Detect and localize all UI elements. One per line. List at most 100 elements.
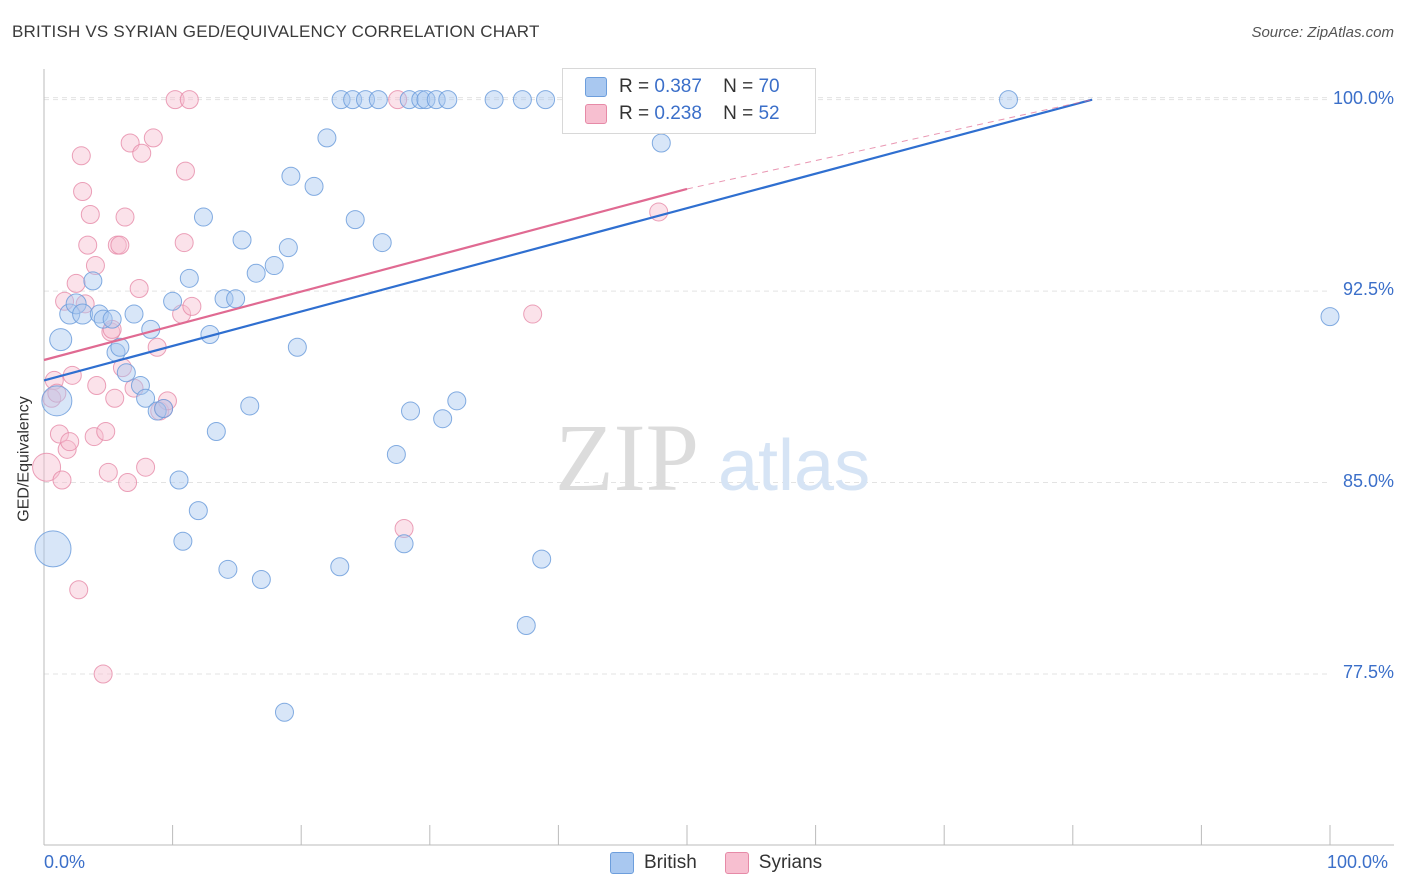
syrian-point — [32, 452, 62, 482]
legend-british-r-value: 0.387 — [654, 76, 702, 97]
british-point — [251, 570, 271, 590]
y-tick-label: 92.5% — [1342, 279, 1394, 300]
british-point — [110, 337, 130, 357]
bottom-legend-british: British — [610, 852, 697, 874]
syrian-point — [87, 376, 107, 396]
syrian-point — [179, 90, 199, 110]
syrian-point — [110, 235, 130, 255]
bottom-british-swatch — [610, 852, 634, 874]
british-point — [130, 376, 150, 396]
legend-row-syrians: R = 0.238 N = 52 — [585, 103, 780, 125]
british-point — [1320, 307, 1340, 327]
syrian-point — [75, 294, 95, 314]
british-point — [512, 90, 532, 110]
british-point — [226, 289, 246, 309]
legend-british-n-value: 70 — [758, 76, 780, 97]
bottom-legend-syrians: Syrians — [724, 852, 822, 874]
british-point — [65, 293, 87, 315]
syrian-point — [388, 90, 408, 110]
legend-syrians-r-label: R = — [619, 103, 650, 124]
british-point — [116, 363, 136, 383]
legend-british-n-label: N = — [723, 76, 754, 97]
british-point — [102, 309, 122, 329]
british-point — [83, 271, 103, 291]
british-point — [447, 391, 467, 411]
british-point — [399, 90, 419, 110]
syrian-point — [71, 146, 91, 166]
y-tick-label: 77.5% — [1342, 661, 1394, 682]
syrian-swatch — [585, 104, 607, 124]
british-point — [41, 385, 73, 417]
british-trend-line — [43, 98, 1093, 382]
y-tick-label: 85.0% — [1342, 470, 1394, 491]
syrian-point — [174, 233, 194, 253]
syrian-point — [132, 143, 152, 163]
british-point — [416, 90, 436, 110]
syrian-trend-extension — [686, 99, 1093, 190]
syrian-point — [129, 279, 149, 299]
syrian-point — [136, 457, 156, 477]
syrian-point — [57, 439, 77, 459]
source-label: Source: ZipAtlas.com — [1251, 24, 1394, 41]
legend-syrians-n-label: N = — [723, 103, 754, 124]
chart-title: BRITISH VS SYRIAN GED/EQUIVALENCY CORREL… — [12, 22, 540, 41]
syrian-point — [147, 337, 167, 357]
grid-lines — [44, 97, 1330, 675]
british-point — [401, 401, 421, 421]
syrian-point — [523, 304, 543, 324]
british-point — [317, 128, 337, 148]
legend-syrians-n-value: 52 — [758, 103, 780, 124]
british-point — [163, 291, 183, 311]
british-point — [89, 304, 109, 324]
british-point — [386, 444, 406, 464]
syrian-point — [49, 424, 69, 444]
british-point — [433, 409, 453, 429]
syrian-point — [115, 207, 135, 227]
british-point — [274, 702, 294, 722]
syrian-point — [47, 383, 67, 403]
bottom-british-label: British — [644, 852, 697, 873]
syrian-point — [52, 470, 72, 490]
british-point — [193, 207, 213, 227]
watermark-atlas: atlas — [718, 426, 870, 506]
y-tick-label: 100.0% — [1332, 87, 1394, 108]
british-point — [49, 328, 73, 352]
syrian-point — [73, 182, 93, 202]
british-point — [278, 238, 298, 258]
british-point — [169, 470, 189, 490]
british-point — [136, 388, 156, 408]
british-point — [179, 268, 199, 288]
british-point — [536, 90, 556, 110]
bottom-legend: British Syrians — [610, 852, 850, 874]
british-point — [999, 90, 1018, 110]
british-point — [345, 210, 365, 230]
syrian-point — [69, 580, 89, 600]
syrian-point — [394, 518, 414, 538]
syrian-point — [66, 273, 86, 293]
british-point — [484, 90, 504, 110]
watermark: ZIP atlas — [555, 404, 870, 511]
british-point — [214, 289, 234, 309]
british-point — [651, 133, 671, 153]
x-tick-label-100: 100.0% — [1327, 852, 1389, 872]
syrian-point — [93, 664, 113, 684]
syrian-point — [175, 161, 195, 181]
syrian-point — [60, 432, 80, 452]
british-point — [232, 230, 252, 250]
syrian-point — [78, 235, 98, 255]
legend-syrians-r-value: 0.238 — [654, 103, 702, 124]
legend-row-british: R = 0.387 N = 70 — [585, 76, 780, 98]
british-point — [246, 263, 266, 283]
british-point — [240, 396, 260, 416]
british-point — [516, 615, 536, 635]
british-swatch — [585, 77, 607, 97]
british-point — [264, 256, 284, 276]
british-point — [411, 90, 431, 110]
british-point — [287, 337, 307, 357]
british-point — [173, 531, 193, 551]
x-tick-label-0: 0.0% — [44, 852, 86, 872]
syrian-point — [105, 388, 125, 408]
syrian-point — [96, 421, 116, 441]
british-point — [438, 90, 458, 110]
syrian-trend-line — [43, 187, 688, 362]
